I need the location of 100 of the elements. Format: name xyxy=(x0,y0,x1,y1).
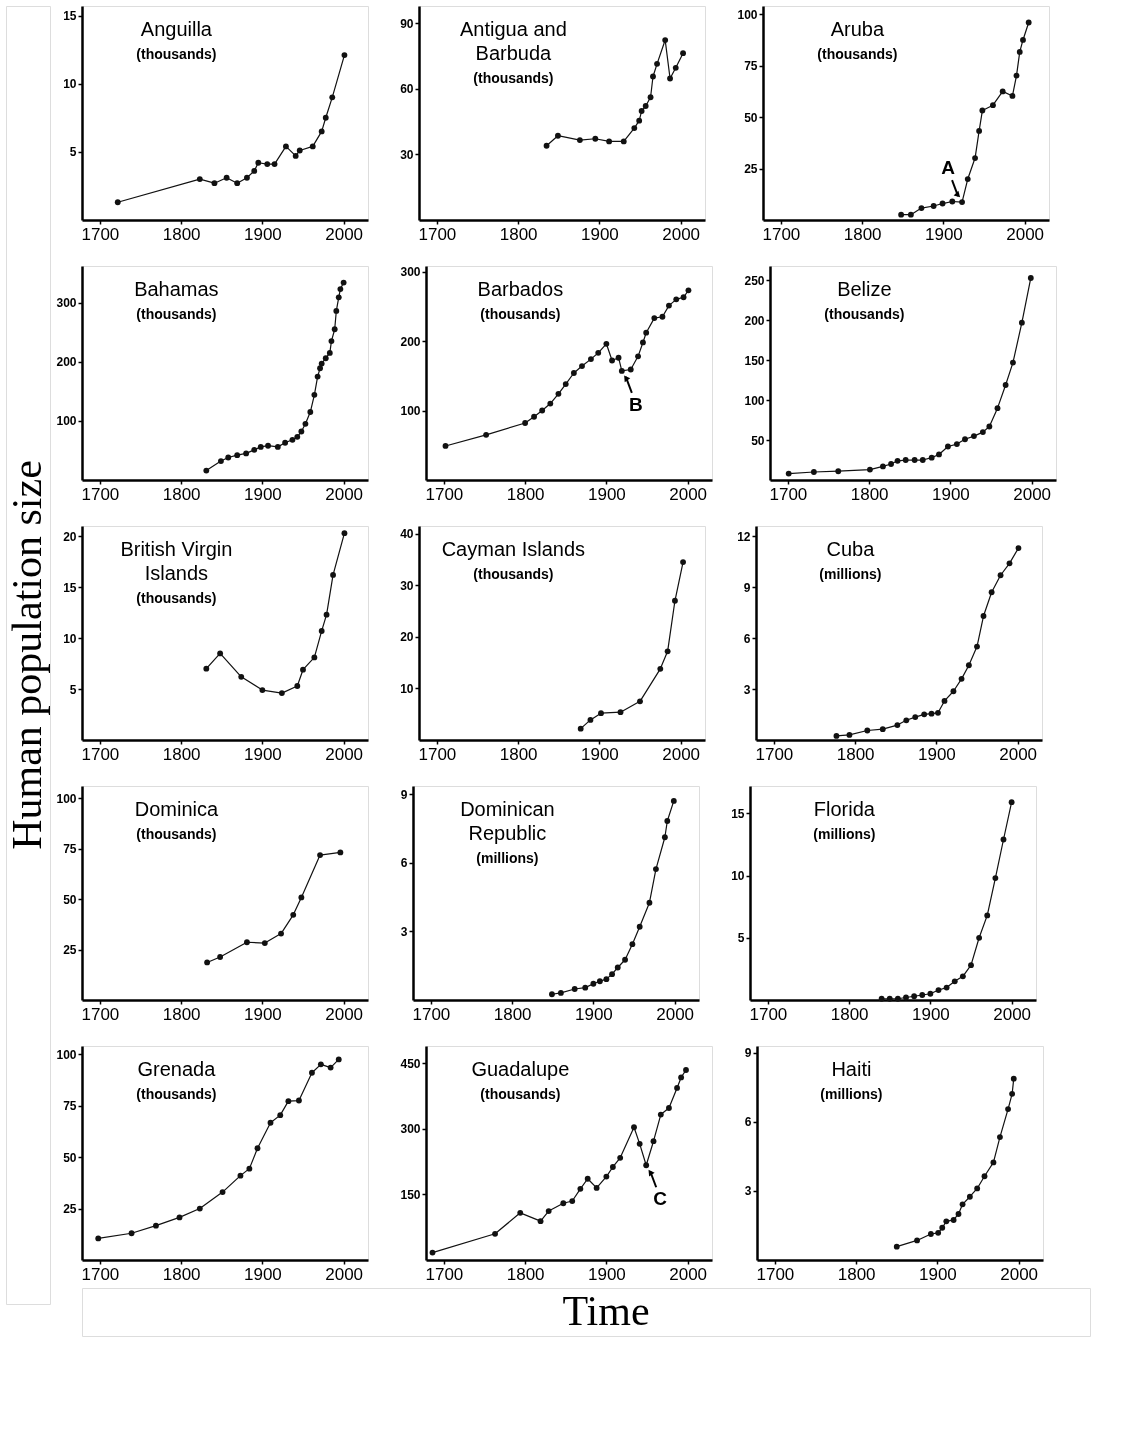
point xyxy=(907,211,914,218)
point xyxy=(522,420,529,426)
x-tick-label: 2000 xyxy=(325,224,364,244)
point xyxy=(835,468,842,475)
point xyxy=(646,899,653,906)
x-tick-label: 1900 xyxy=(243,744,282,764)
point xyxy=(664,648,671,655)
point xyxy=(587,716,594,723)
x-tick-label: 1700 xyxy=(769,484,808,504)
x-tick-label: 1900 xyxy=(574,1004,613,1024)
y-tick-label: 12 xyxy=(737,529,751,544)
point xyxy=(317,365,323,372)
y-tick-label: 450 xyxy=(400,1056,421,1071)
x-tick-label: 2000 xyxy=(662,744,701,764)
x-tick-label: 1700 xyxy=(418,744,457,764)
point xyxy=(271,161,278,168)
point xyxy=(846,732,853,738)
point xyxy=(196,176,203,183)
y-tick-label: 100 xyxy=(56,414,77,429)
point xyxy=(294,433,301,440)
point xyxy=(976,934,983,941)
text: (thousands) xyxy=(136,1086,217,1102)
point xyxy=(328,338,335,344)
point xyxy=(631,125,638,131)
point xyxy=(588,356,594,363)
point xyxy=(683,1067,689,1073)
point xyxy=(1002,382,1009,388)
point xyxy=(988,589,995,596)
text: Dominican Republic xyxy=(460,798,555,844)
point xyxy=(659,313,666,320)
point xyxy=(283,143,289,150)
point xyxy=(579,363,585,369)
point xyxy=(674,1085,680,1091)
point xyxy=(879,726,886,733)
x-tick-label: 1900 xyxy=(924,224,963,244)
point xyxy=(974,1185,981,1192)
point xyxy=(627,366,634,373)
point xyxy=(555,132,561,139)
point xyxy=(309,143,316,150)
y-tick-label: 75 xyxy=(63,1099,77,1114)
point xyxy=(234,180,241,187)
point xyxy=(680,294,687,301)
text: (millions) xyxy=(476,850,539,866)
y-tick-label: 15 xyxy=(63,9,77,24)
point xyxy=(635,353,641,360)
point xyxy=(666,1105,672,1111)
point xyxy=(650,1138,657,1145)
point xyxy=(290,911,297,918)
point xyxy=(650,73,656,80)
point xyxy=(903,994,909,1001)
y-tick-label: 10 xyxy=(400,681,414,696)
point xyxy=(972,155,978,161)
x-tick-label: 1900 xyxy=(580,744,619,764)
point xyxy=(517,1209,524,1216)
x-tick-label: 1800 xyxy=(506,1264,545,1284)
point xyxy=(314,373,321,380)
point xyxy=(318,628,325,634)
point xyxy=(636,923,643,930)
point xyxy=(576,137,583,143)
point xyxy=(662,37,669,43)
point xyxy=(555,390,562,397)
text: Cuba xyxy=(826,538,876,560)
point xyxy=(1016,48,1023,55)
point xyxy=(1018,319,1025,326)
point xyxy=(979,107,986,114)
point xyxy=(629,941,636,948)
point xyxy=(549,991,555,998)
text: (thousands) xyxy=(480,306,561,322)
point xyxy=(537,1218,544,1225)
point xyxy=(921,711,928,718)
point xyxy=(153,1222,159,1229)
point xyxy=(322,355,329,362)
point xyxy=(300,666,306,673)
point xyxy=(128,1230,135,1237)
point xyxy=(833,733,840,739)
point xyxy=(322,114,329,121)
point xyxy=(282,439,289,446)
point xyxy=(864,727,871,734)
point xyxy=(911,457,918,463)
point xyxy=(672,597,678,604)
point xyxy=(888,461,894,467)
point xyxy=(289,436,296,443)
point xyxy=(562,381,569,388)
point xyxy=(943,984,950,991)
point xyxy=(560,1200,567,1207)
x-tick-label: 1700 xyxy=(762,224,801,244)
point xyxy=(341,52,348,58)
y-tick-label: 30 xyxy=(400,147,414,162)
point xyxy=(265,442,271,449)
point xyxy=(333,308,340,314)
point xyxy=(257,443,264,450)
point xyxy=(637,698,643,705)
y-tick-label: 5 xyxy=(69,682,77,697)
point xyxy=(935,1229,942,1236)
point xyxy=(945,443,951,450)
y-tick-label: 100 xyxy=(56,791,77,806)
point xyxy=(968,962,974,969)
point xyxy=(941,698,948,704)
text: (millions) xyxy=(819,566,882,582)
x-tick-label: 1800 xyxy=(499,744,538,764)
